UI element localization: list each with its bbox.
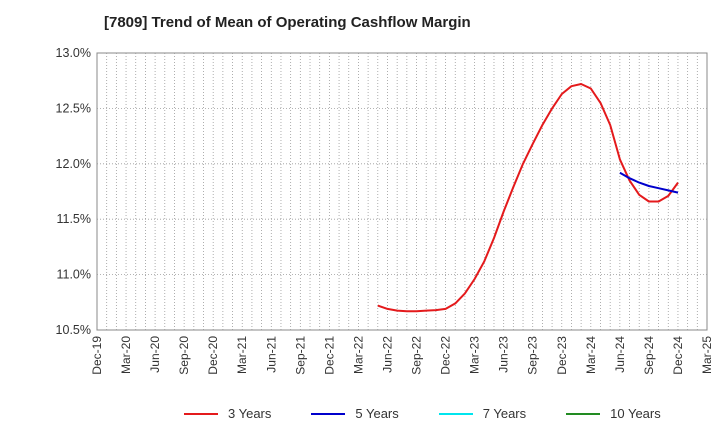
- grid: [97, 53, 707, 330]
- x-tick-label: Sep-22: [410, 336, 424, 375]
- legend-label: 7 Years: [482, 406, 527, 421]
- x-tick-label: Jun-21: [264, 336, 278, 373]
- x-tick-label: Sep-21: [293, 336, 307, 375]
- series-line-5-years: [619, 171, 679, 194]
- x-tick-label: Mar-23: [468, 336, 482, 374]
- x-tick-label: Jun-20: [148, 336, 162, 373]
- x-tick-label: Mar-20: [119, 336, 133, 374]
- legend-swatch: [566, 412, 601, 415]
- legend: 3 Years 5 Years 7 Years 10 Years: [184, 406, 701, 421]
- series-lines: [377, 83, 679, 313]
- x-tick-label: Dec-20: [206, 336, 220, 375]
- y-tick-label: 12.0%: [56, 157, 91, 171]
- x-tick-label: Dec-23: [555, 336, 569, 375]
- x-tick-label: Mar-25: [700, 336, 714, 374]
- plot-area: [96, 52, 708, 331]
- legend-swatch: [311, 412, 346, 415]
- legend-label: 3 Years: [228, 406, 272, 421]
- x-tick-label: Jun-23: [497, 336, 511, 373]
- x-axis: Dec-19 Mar-20 Jun-20 Sep-20 Dec-20 Mar-21 Jun-…: [90, 336, 714, 375]
- legend-item: 3 Years: [184, 406, 271, 421]
- y-tick-label: 11.0%: [56, 268, 91, 282]
- x-tick-label: Dec-19: [90, 336, 104, 375]
- legend-label: 10 Years: [610, 406, 661, 421]
- y-tick-label: 11.5%: [56, 212, 91, 226]
- legend-item: 5 Years: [311, 406, 399, 421]
- x-tick-label: Dec-21: [322, 336, 336, 375]
- legend-swatch: [184, 412, 218, 415]
- y-tick-label: 12.5%: [56, 101, 91, 115]
- y-axis: 13.0% 12.5% 12.0% 11.5% 11.0% 10.5%: [56, 46, 91, 337]
- x-tick-label: Mar-21: [235, 336, 249, 374]
- legend-swatch: [438, 412, 473, 415]
- x-tick-label: Sep-20: [177, 336, 191, 375]
- legend-label: 5 Years: [355, 406, 399, 421]
- x-tick-label: Mar-22: [351, 336, 365, 374]
- legend-item: 7 Years: [438, 406, 527, 421]
- legend-item: 10 Years: [566, 406, 661, 421]
- x-tick-label: Sep-24: [642, 336, 656, 375]
- x-tick-label: Jun-24: [613, 336, 627, 373]
- y-tick-label: 13.0%: [56, 46, 91, 60]
- x-tick-label: Dec-24: [671, 336, 685, 375]
- x-tick-label: Dec-22: [439, 336, 453, 375]
- y-tick-label: 10.5%: [56, 323, 91, 337]
- x-tick-label: Sep-23: [526, 336, 540, 375]
- x-tick-label: Jun-22: [380, 336, 394, 373]
- chart-title: [7809] Trend of Mean of Operating Cashfl…: [104, 14, 471, 31]
- x-tick-label: Mar-24: [584, 336, 598, 374]
